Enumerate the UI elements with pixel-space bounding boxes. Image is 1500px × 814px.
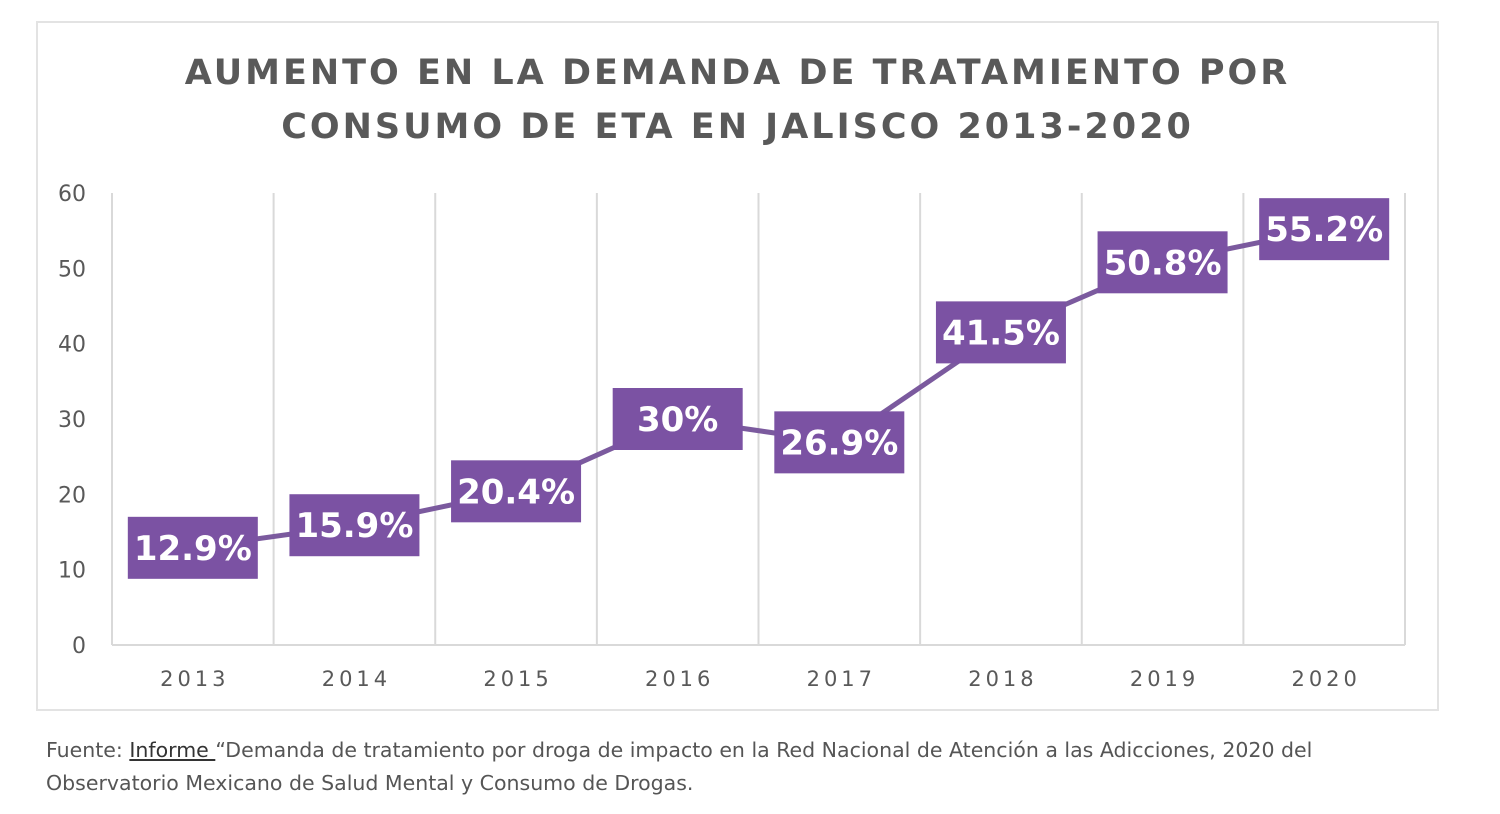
data-label-text: 12.9% bbox=[134, 529, 252, 569]
x-tick-label: 2020 bbox=[1291, 667, 1360, 691]
data-label-text: 20.4% bbox=[457, 472, 575, 512]
source-prefix: Fuente: bbox=[46, 738, 130, 762]
data-label: 26.9% bbox=[774, 411, 905, 474]
data-label-text: 30% bbox=[637, 400, 718, 440]
y-tick-label: 30 bbox=[58, 408, 86, 433]
data-label-text: 41.5% bbox=[942, 313, 1060, 353]
gridlines bbox=[111, 193, 1406, 646]
data-label-box bbox=[1097, 231, 1228, 294]
data-label-box bbox=[935, 301, 1066, 364]
data-label: 55.2% bbox=[1259, 198, 1390, 261]
data-labels: 12.9% 15.9% 20.4% 30% 26.9% 41.5% 50.8% 55.2% bbox=[127, 198, 1390, 579]
x-tick-label: 2016 bbox=[645, 667, 714, 691]
x-tick-label: 2017 bbox=[807, 667, 876, 691]
data-label-box bbox=[612, 388, 743, 450]
x-tick-label: 2019 bbox=[1130, 667, 1199, 691]
source-note: Fuente: Informe “Demanda de tratamiento … bbox=[46, 734, 1466, 800]
y-axis: 0 10 20 30 40 50 60 bbox=[58, 182, 86, 659]
data-label-box bbox=[289, 494, 420, 557]
data-label-text: 55.2% bbox=[1265, 210, 1383, 250]
data-label-text: 50.8% bbox=[1104, 243, 1222, 283]
data-label: 20.4% bbox=[451, 460, 582, 523]
source-line-2: Observatorio Mexicano de Salud Mental y … bbox=[46, 771, 694, 795]
y-tick-label: 10 bbox=[58, 559, 86, 584]
data-label-text: 26.9% bbox=[780, 423, 898, 463]
y-tick-label: 50 bbox=[58, 257, 86, 282]
x-axis: 2013 2014 2015 2016 2017 2018 2019 2020 bbox=[160, 667, 1360, 691]
chart-title-line-2: CONSUMO DE ETA EN JALISCO 2013-2020 bbox=[281, 107, 1194, 147]
data-label-box bbox=[451, 460, 582, 523]
x-tick-label: 2015 bbox=[483, 667, 552, 691]
y-tick-label: 0 bbox=[72, 634, 86, 659]
chart-frame bbox=[36, 21, 1439, 711]
y-tick-label: 20 bbox=[58, 483, 86, 508]
chart-title: AUMENTO EN LA DEMANDA DE TRATAMIENTO POR… bbox=[36, 46, 1439, 154]
data-label-text: 15.9% bbox=[295, 506, 413, 546]
data-label: 41.5% bbox=[935, 301, 1066, 364]
data-label-box bbox=[774, 411, 905, 474]
data-label: 30% bbox=[612, 388, 743, 450]
chart-title-line-1: AUMENTO EN LA DEMANDA DE TRATAMIENTO POR bbox=[184, 53, 1291, 93]
data-label: 12.9% bbox=[127, 516, 258, 579]
data-label: 50.8% bbox=[1097, 231, 1228, 294]
data-label-box bbox=[1259, 198, 1390, 261]
x-tick-label: 2014 bbox=[322, 667, 391, 691]
data-label: 15.9% bbox=[289, 494, 420, 557]
source-text: “Demanda de tratamiento por droga de imp… bbox=[215, 738, 1313, 762]
x-tick-label: 2013 bbox=[160, 667, 229, 691]
x-tick-label: 2018 bbox=[968, 667, 1037, 691]
data-label-box bbox=[127, 516, 258, 579]
y-tick-label: 60 bbox=[58, 182, 86, 207]
y-tick-label: 40 bbox=[58, 333, 86, 358]
source-link-informe[interactable]: Informe bbox=[129, 738, 216, 762]
source-line-1: Fuente: Informe “Demanda de tratamiento … bbox=[46, 734, 1466, 767]
